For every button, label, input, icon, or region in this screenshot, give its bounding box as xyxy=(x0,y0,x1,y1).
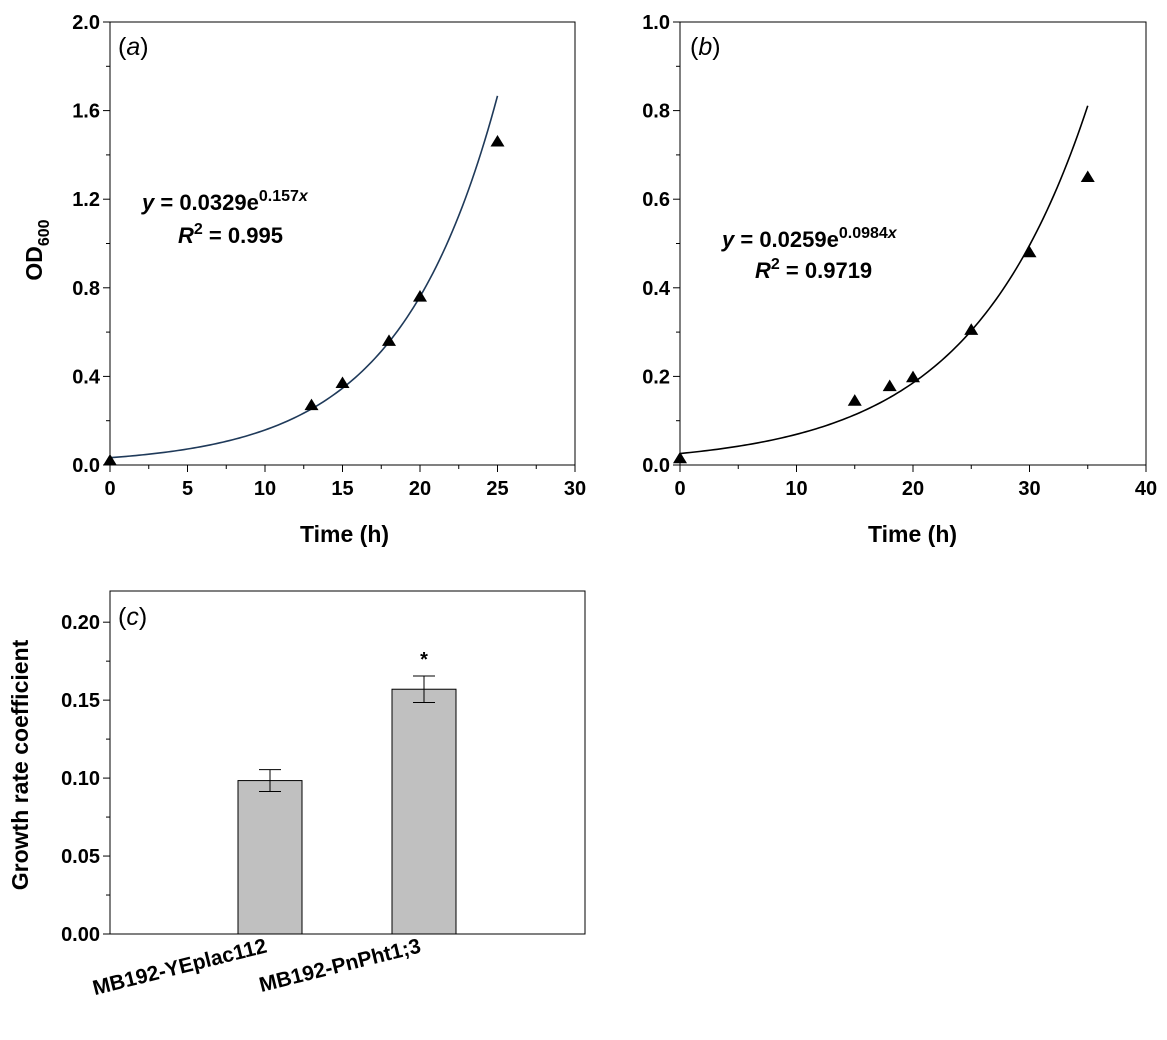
data-points-b xyxy=(673,170,1095,464)
x-tick-label: 40 xyxy=(1135,478,1157,500)
y-tick-label: 1.6 xyxy=(72,101,100,123)
panel-label-a: (a) xyxy=(118,33,149,61)
y-tick-label: 0.8 xyxy=(72,278,100,300)
x-tick-label: 20 xyxy=(902,478,924,500)
bars-c: * xyxy=(237,649,457,935)
data-point xyxy=(382,334,396,346)
eq-exponent-var: x xyxy=(887,225,898,242)
x-tick-label: 30 xyxy=(564,478,586,500)
eq-body: = 0.0329e xyxy=(154,190,259,215)
y-tick-label: 0.05 xyxy=(61,846,100,868)
eq-exponent: 0.0984 xyxy=(839,225,888,242)
panel-c: 0.00 0.05 0.10 0.15 0.20 * (c) Growth rate c… xyxy=(7,590,586,1001)
eq-lhs: y xyxy=(721,227,736,252)
eq-lhs: y xyxy=(141,190,156,215)
panel-a: 0.0 0.4 0.8 1.2 1.6 2.0 0 5 10 15 20 25 30 (a) y = … xyxy=(21,12,586,547)
y-axis-c: 0.00 0.05 0.10 0.15 0.20 xyxy=(61,612,110,946)
x-tick-label: 20 xyxy=(409,478,431,500)
data-point xyxy=(964,323,979,335)
data-points-a xyxy=(103,135,505,466)
data-point xyxy=(1080,170,1095,182)
y-tick-label: 0.0 xyxy=(642,455,670,477)
y-tick-label: 0.20 xyxy=(61,612,100,634)
data-point xyxy=(490,135,505,147)
data-point xyxy=(413,290,427,302)
y-tick-label: 0.0 xyxy=(72,455,100,477)
y-tick-label: 0.2 xyxy=(642,366,670,388)
plot-frame-c xyxy=(109,590,586,935)
r-value: = 0.9719 xyxy=(780,258,872,283)
y-tick-label: 1.0 xyxy=(642,12,670,34)
r-symbol: R xyxy=(755,258,771,283)
r-value: = 0.995 xyxy=(203,223,283,248)
x-axis-label-b: Time (h) xyxy=(868,521,957,547)
y-axis-label-a: OD600 xyxy=(21,219,53,280)
data-point xyxy=(335,376,350,388)
x-tick-label: 0 xyxy=(674,478,685,500)
data-point xyxy=(1022,245,1037,258)
eq-body: = 0.0259e xyxy=(734,227,839,252)
data-point xyxy=(304,398,319,411)
x-tick-label: 10 xyxy=(785,478,807,500)
r-symbol: R xyxy=(178,223,194,248)
y-tick-label: 1.2 xyxy=(72,189,100,211)
bar xyxy=(391,688,457,935)
y-axis-label-c: Growth rate coefficient xyxy=(7,639,33,890)
significance-marker: * xyxy=(420,649,428,671)
bar xyxy=(237,780,303,935)
data-point xyxy=(882,379,897,392)
panel-letter: b xyxy=(698,33,712,61)
x-axis-a: 0 5 10 15 20 25 30 xyxy=(104,465,586,500)
panel-label-c: (c) xyxy=(118,603,147,631)
y-tick-label: 0.00 xyxy=(61,924,100,946)
eq-exponent-var: x xyxy=(298,188,309,205)
eq-exponent: 0.157 xyxy=(259,188,299,205)
equation-b: y = 0.0259e0.0984x xyxy=(721,225,898,252)
y-axis-a: 0.0 0.4 0.8 1.2 1.6 2.0 xyxy=(72,12,110,477)
x-axis-label-a: Time (h) xyxy=(300,521,389,547)
panel-letter: c xyxy=(126,603,139,631)
x-tick-label: 5 xyxy=(182,478,193,500)
y-tick-label: 0.4 xyxy=(72,366,101,388)
panel-label-b: (b) xyxy=(690,33,721,61)
fit-curve-a xyxy=(109,95,499,459)
x-tick-label: 25 xyxy=(486,478,508,500)
y-axis-b: 0.0 0.2 0.4 0.6 0.8 1.0 xyxy=(642,12,680,477)
y-tick-label: 0.15 xyxy=(61,690,100,712)
y-label-main: OD xyxy=(21,246,47,281)
y-label-subscript: 600 xyxy=(36,219,53,246)
x-axis-b: 0 10 20 30 40 xyxy=(674,465,1157,500)
data-point xyxy=(673,451,687,464)
y-tick-label: 0.4 xyxy=(642,278,671,300)
data-point xyxy=(103,453,117,466)
panel-letter: a xyxy=(126,33,140,61)
r-superscript: 2 xyxy=(194,221,203,238)
category-label: MB192-YEplac112 xyxy=(90,935,269,1001)
panel-b: 0.0 0.2 0.4 0.6 0.8 1.0 0 10 20 30 40 (b) y = 0.0… xyxy=(642,12,1157,547)
x-tick-label: 10 xyxy=(254,478,276,500)
x-tick-label: 15 xyxy=(331,478,353,500)
y-tick-label: 0.8 xyxy=(642,101,670,123)
fit-curve-b xyxy=(679,105,1089,455)
r-squared-a: R2 = 0.995 xyxy=(178,221,283,248)
r-superscript: 2 xyxy=(771,256,780,273)
data-point xyxy=(906,370,920,383)
y-tick-label: 0.10 xyxy=(61,768,100,790)
x-tick-label: 30 xyxy=(1018,478,1040,500)
y-tick-label: 0.6 xyxy=(642,189,670,211)
equation-a: y = 0.0329e0.157x xyxy=(141,188,309,215)
data-point xyxy=(847,394,862,406)
y-tick-label: 2.0 xyxy=(72,12,100,34)
x-tick-label: 0 xyxy=(104,478,115,500)
category-label: MB192-PnPht1;3 xyxy=(257,935,423,997)
r-squared-b: R2 = 0.9719 xyxy=(755,256,872,283)
